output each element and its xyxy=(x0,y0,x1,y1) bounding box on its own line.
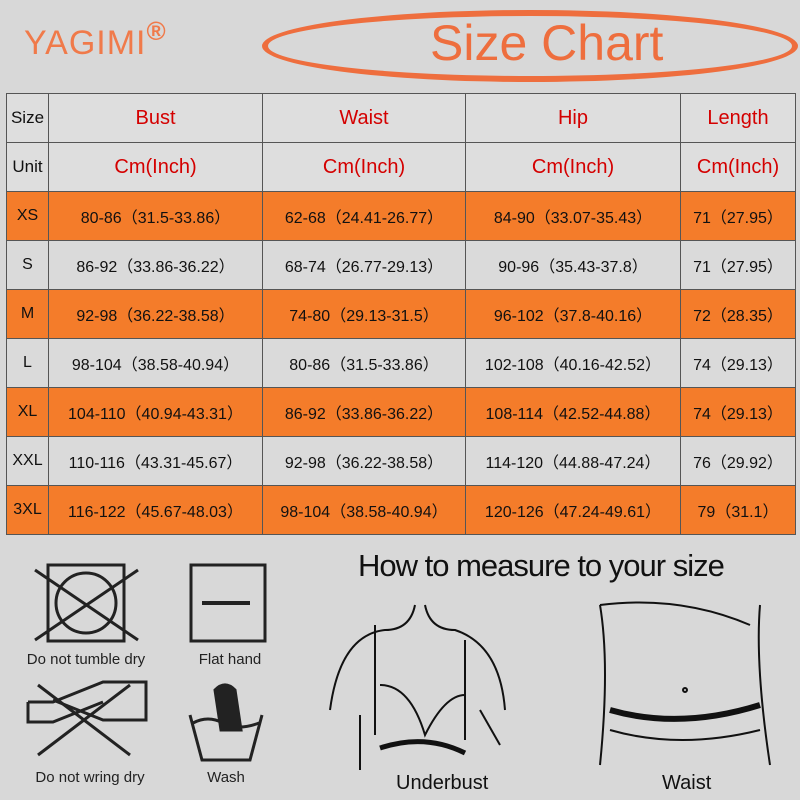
table-cell: 74-80（29.13-31.5） xyxy=(262,289,466,339)
table-cell: Cm(Inch) xyxy=(680,142,796,192)
waist-illustration-icon xyxy=(599,601,771,766)
table-cell: L xyxy=(6,338,49,388)
table-cell: 76（29.92） xyxy=(680,436,796,486)
table-cell: XL xyxy=(6,387,49,437)
table-cell: 62-68（24.41-26.77） xyxy=(262,191,466,241)
table-cell: 116-122（45.67-48.03） xyxy=(48,485,263,535)
unit-row: Unit Cm(Inch) Cm(Inch) Cm(Inch) Cm(Inch) xyxy=(6,142,796,192)
table-cell: 68-74（26.77-29.13） xyxy=(262,240,466,290)
table-cell: 98-104（38.58-40.94） xyxy=(48,338,263,388)
table-cell: 92-98（36.22-38.58） xyxy=(48,289,263,339)
table-cell: 74（29.13） xyxy=(680,338,796,388)
table-row: XL 104-110（40.94-43.31） 86-92（33.86-36.22）… xyxy=(6,387,796,437)
table-row: M 92-98（36.22-38.58） 74-80（29.13-31.5） 96-1… xyxy=(6,289,796,339)
care-label: Flat hand xyxy=(198,651,262,668)
care-label: Do not wring dry xyxy=(35,769,145,786)
do-not-wring-icon xyxy=(26,680,148,757)
table-cell: 86-92（33.86-36.22） xyxy=(262,387,466,437)
care-label: Wash xyxy=(207,769,245,786)
table-cell: Cm(Inch) xyxy=(48,142,263,192)
table-cell: Size xyxy=(6,93,49,143)
title-oval xyxy=(262,10,798,82)
table-cell: Cm(Inch) xyxy=(465,142,681,192)
how-to-measure-title: How to measure to your size xyxy=(358,548,725,583)
brand-name: YAGIMI xyxy=(24,24,147,62)
care-label: Do not tumble dry xyxy=(26,651,146,668)
table-cell: 86-92（33.86-36.22） xyxy=(48,240,263,290)
table-cell: 114-120（44.88-47.24） xyxy=(465,436,681,486)
table-row: 3XL 116-122（45.67-48.03） 98-104（38.58-40.9… xyxy=(6,485,796,535)
table-cell: 102-108（40.16-42.52） xyxy=(465,338,681,388)
brand-logo: YAGIMI® xyxy=(24,16,167,63)
registered-mark: ® xyxy=(146,16,167,46)
waist-label: Waist xyxy=(662,772,712,794)
table-cell: Waist xyxy=(262,93,466,143)
table-cell: 79（31.1） xyxy=(680,485,796,535)
table-cell: Unit xyxy=(6,142,49,192)
table-cell: 84-90（33.07-35.43） xyxy=(465,191,681,241)
table-cell: 110-116（43.31-45.67） xyxy=(48,436,263,486)
header-row: Size Bust Waist Hip Length xyxy=(6,93,796,143)
page-title: Size Chart xyxy=(430,15,664,71)
table-cell: 71（27.95） xyxy=(680,240,796,290)
size-table: Size Bust Waist Hip Length Unit Cm(Inch) Cm(Inc… xyxy=(6,93,796,535)
table-cell: 108-114（42.52-44.88） xyxy=(465,387,681,437)
table-cell: 80-86（31.5-33.86） xyxy=(48,191,263,241)
underbust-illustration-icon xyxy=(329,604,506,770)
table-row: XS 80-86（31.5-33.86） 62-68（24.41-26.77） 84-… xyxy=(6,191,796,241)
table-cell: S xyxy=(6,240,49,290)
hand-wash-icon xyxy=(188,683,264,762)
table-cell: Bust xyxy=(48,93,263,143)
table-row: XXL 110-116（43.31-45.67） 92-98（36.22-38.58… xyxy=(6,436,796,486)
table-cell: XXL xyxy=(6,436,49,486)
table-row: L 98-104（38.58-40.94） 80-86（31.5-33.86） 102… xyxy=(6,338,796,388)
table-cell: 104-110（40.94-43.31） xyxy=(48,387,263,437)
table-cell: 71（27.95） xyxy=(680,191,796,241)
table-cell: Hip xyxy=(465,93,681,143)
table-cell: 80-86（31.5-33.86） xyxy=(262,338,466,388)
table-cell: 74（29.13） xyxy=(680,387,796,437)
underbust-label: Underbust xyxy=(396,772,489,794)
table-cell: 92-98（36.22-38.58） xyxy=(262,436,466,486)
measure-illustrations xyxy=(329,601,771,770)
table-cell: XS xyxy=(6,191,49,241)
table-cell: Length xyxy=(680,93,796,143)
table-cell: Cm(Inch) xyxy=(262,142,466,192)
table-cell: 98-104（38.58-40.94） xyxy=(262,485,466,535)
flat-dry-icon xyxy=(189,563,267,643)
table-cell: 120-126（47.24-49.61） xyxy=(465,485,681,535)
table-cell: 72（28.35） xyxy=(680,289,796,339)
table-cell: 96-102（37.8-40.16） xyxy=(465,289,681,339)
table-cell: 3XL xyxy=(6,485,49,535)
table-cell: 90-96（35.43-37.8） xyxy=(465,240,681,290)
care-icons xyxy=(26,563,267,762)
table-row: S 86-92（33.86-36.22） 68-74（26.77-29.13） 90-… xyxy=(6,240,796,290)
do-not-tumble-dry-icon xyxy=(34,563,139,643)
table-cell: M xyxy=(6,289,49,339)
